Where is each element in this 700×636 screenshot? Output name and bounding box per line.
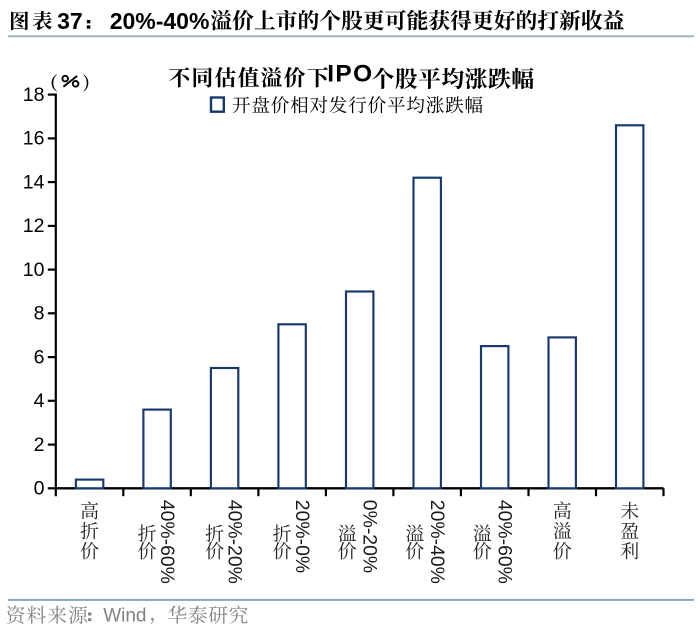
svg-text:0%-20%: 0%-20% (359, 500, 381, 573)
svg-text:12: 12 (23, 215, 45, 237)
svg-text:20%-40%: 20%-40% (110, 8, 210, 34)
svg-text:20%-40%: 20%-40% (426, 500, 448, 584)
svg-text:8: 8 (34, 303, 45, 325)
svg-text:IPO: IPO (327, 61, 373, 88)
svg-text:2: 2 (34, 434, 45, 456)
svg-text:18: 18 (23, 84, 45, 106)
svg-text:16: 16 (23, 128, 45, 150)
svg-text:14: 14 (23, 171, 45, 193)
svg-text:20%-0%: 20%-0% (291, 500, 313, 573)
svg-text:40%-60%: 40%-60% (156, 500, 178, 584)
svg-text:Wind: Wind (103, 605, 146, 626)
svg-text:40%-60%: 40%-60% (494, 500, 516, 584)
svg-text:10: 10 (23, 259, 45, 281)
svg-text:40%-20%: 40%-20% (224, 500, 246, 584)
svg-text:37: 37 (57, 8, 83, 34)
svg-text:4: 4 (34, 390, 45, 412)
svg-text:0: 0 (34, 478, 45, 500)
svg-text:6: 6 (34, 346, 45, 368)
